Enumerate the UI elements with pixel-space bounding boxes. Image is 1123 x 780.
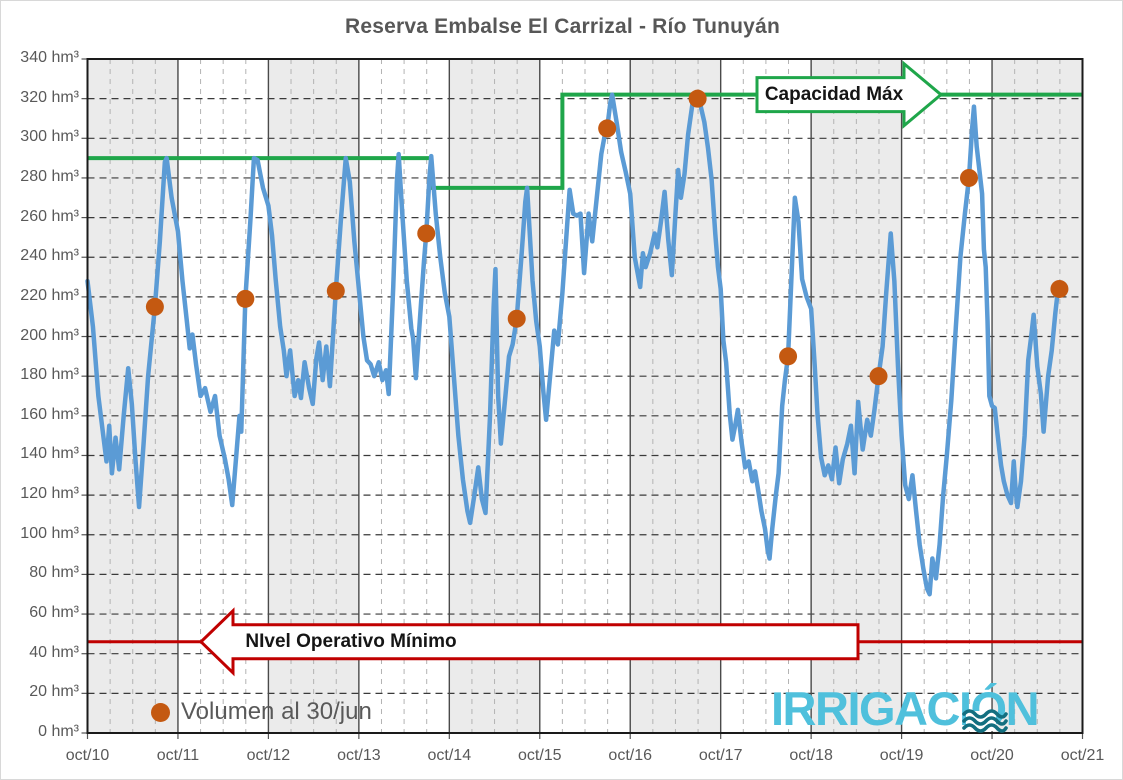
x-tick-label: oct/11 [156,747,200,764]
y-tick-label: 280 hm³ [20,167,79,185]
irrigacion-logo: IRRIGACIÓ N [771,681,1040,736]
volume-dot [145,297,164,316]
min-operating-level-label: NIvel Operativo Mínimo [245,630,457,652]
x-tick-label: oct/15 [517,747,562,764]
volume-dot [779,347,798,366]
volume-dot [598,119,617,138]
volume-dot [417,224,436,243]
y-tick-label: 40 hm³ [29,643,79,661]
capacity-max-label: Capacidad Máx [764,83,904,105]
volume-dot [236,289,255,308]
y-tick-label: 160 hm³ [20,405,79,423]
volume-dot [326,281,345,300]
y-tick-label: 200 hm³ [20,326,79,344]
y-tick-label: 300 hm³ [20,128,79,146]
y-tick-label: 180 hm³ [20,366,79,384]
legend-label: Volumen al 30/jun [181,698,372,725]
y-tick-label: 320 hm³ [20,88,79,106]
chart-title: Reserva Embalse El Carrizal - Río Tunuyá… [345,15,780,38]
volume-dot [507,309,526,328]
x-tick-label: oct/18 [789,747,833,764]
legend-dot-icon [151,702,170,722]
x-tick-label: oct/10 [65,747,110,764]
x-tick-label: oct/21 [1060,747,1105,764]
y-tick-label: 20 hm³ [29,683,79,701]
y-tick-label: 100 hm³ [20,524,79,542]
legend: Volumen al 30/jun [151,698,372,726]
logo-letter-o: Ó [961,681,1008,736]
x-tick-label: oct/17 [698,747,743,764]
y-tick-label: 0 hm³ [38,723,79,740]
x-tick-label: oct/14 [427,747,472,764]
y-tick-label: 60 hm³ [29,604,79,622]
logo-text-prefix: IRRIGACI [771,682,972,735]
capacity-arrow [755,60,944,129]
plot-frame [86,58,1084,734]
x-tick-label: oct/19 [879,747,924,764]
logo-text-suffix: N [1005,682,1040,735]
volume-dot [869,367,888,386]
y-tick-label: 80 hm³ [29,564,79,582]
volume-dot [1050,279,1069,298]
volume-dot [688,89,707,108]
x-tick-label: oct/16 [608,747,653,764]
capacity-line [87,92,1083,190]
y-tick-label: 140 hm³ [20,445,79,463]
wave-icon [961,709,1008,733]
x-tick-label: oct/12 [246,747,291,764]
x-tick-label: oct/13 [337,747,381,764]
y-tick-label: 120 hm³ [20,485,79,503]
y-tick-label: 340 hm³ [20,49,79,66]
y-tick-label: 240 hm³ [20,247,79,265]
x-tick-label: oct/20 [970,747,1014,764]
volume-dot [959,168,978,187]
y-tick-label: 260 hm³ [20,207,79,225]
min-level-arrow [198,607,860,677]
y-tick-label: 220 hm³ [20,286,79,304]
